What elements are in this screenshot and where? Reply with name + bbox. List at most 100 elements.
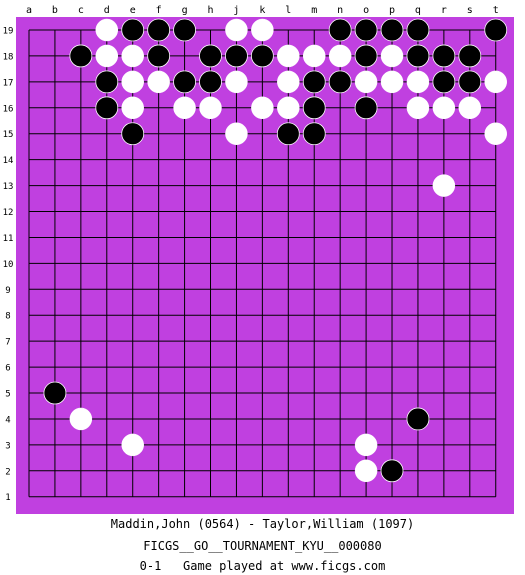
white-stone <box>121 44 144 68</box>
row-label: 8 <box>5 312 10 322</box>
black-stone <box>147 44 171 68</box>
black-stone <box>173 18 196 42</box>
white-stone <box>432 96 456 120</box>
result-caption: 0-1 Game played at www.ficgs.com <box>139 559 386 573</box>
black-stone <box>43 381 67 405</box>
white-stone <box>354 70 378 94</box>
column-label: f <box>156 5 162 16</box>
column-label: t <box>493 5 499 16</box>
black-stone <box>406 407 430 431</box>
white-stone <box>302 44 326 68</box>
white-stone <box>432 174 456 197</box>
white-stone <box>225 70 248 94</box>
players-caption: Maddin,John (0564) - Taylor,William (109… <box>110 517 415 531</box>
black-stone <box>199 44 222 68</box>
black-stone <box>302 70 326 94</box>
white-stone <box>406 96 430 120</box>
column-label: a <box>26 5 32 16</box>
row-label: 13 <box>3 182 14 192</box>
row-label: 10 <box>3 260 14 270</box>
column-label: l <box>285 5 291 16</box>
column-label: d <box>104 5 110 16</box>
column-label: r <box>441 5 447 16</box>
white-stone <box>406 70 430 94</box>
white-stone <box>354 433 378 457</box>
row-label: 18 <box>3 52 14 62</box>
white-stone <box>354 459 378 483</box>
white-stone <box>277 96 300 120</box>
black-stone <box>225 44 248 68</box>
column-label: j <box>233 5 239 16</box>
black-stone <box>432 70 456 94</box>
white-stone <box>458 96 482 120</box>
column-label: g <box>182 5 188 16</box>
column-label: h <box>207 5 213 16</box>
black-stone <box>432 44 456 68</box>
white-stone <box>121 70 144 94</box>
column-label: n <box>337 5 343 16</box>
black-stone <box>276 122 300 146</box>
row-label: 12 <box>3 208 14 218</box>
column-label: s <box>467 5 473 16</box>
top-margin <box>0 0 525 17</box>
row-label: 3 <box>5 441 10 451</box>
white-stone <box>328 44 352 68</box>
white-stone <box>95 44 119 68</box>
column-label: o <box>363 5 369 16</box>
black-stone <box>328 70 352 94</box>
white-stone <box>251 96 274 120</box>
row-label: 7 <box>5 338 10 348</box>
row-label: 15 <box>3 130 14 140</box>
column-label: m <box>311 5 317 16</box>
white-stone <box>380 70 404 94</box>
column-label: e <box>130 5 136 16</box>
column-label: b <box>52 5 58 16</box>
black-stone <box>458 70 482 94</box>
black-stone <box>484 18 508 42</box>
row-label: 2 <box>5 467 10 477</box>
white-stone <box>199 96 222 120</box>
white-stone <box>225 122 248 145</box>
column-label: c <box>78 5 84 16</box>
black-stone <box>458 44 482 68</box>
row-label: 14 <box>3 156 14 166</box>
white-stone <box>484 70 507 94</box>
black-stone <box>354 96 378 120</box>
black-stone <box>380 18 404 42</box>
white-stone <box>225 18 248 42</box>
column-label: q <box>415 5 421 16</box>
row-label: 4 <box>5 415 10 425</box>
row-label: 19 <box>3 27 14 37</box>
tournament-caption: FICGS__GO__TOURNAMENT_KYU__000080 <box>143 539 382 553</box>
row-label: 17 <box>3 78 14 88</box>
white-stone <box>121 96 144 120</box>
black-stone <box>302 122 326 146</box>
black-stone <box>95 70 119 94</box>
black-stone <box>95 96 119 120</box>
black-stone <box>147 18 171 42</box>
black-stone <box>250 44 274 68</box>
row-label: 5 <box>5 390 10 400</box>
black-stone <box>380 459 404 483</box>
row-label: 16 <box>3 104 14 114</box>
white-stone <box>173 96 196 120</box>
row-label: 1 <box>5 493 10 503</box>
black-stone <box>199 70 222 94</box>
white-stone <box>484 122 507 145</box>
white-stone <box>251 18 274 42</box>
black-stone <box>173 70 196 94</box>
white-stone <box>380 44 404 68</box>
white-stone <box>277 70 300 94</box>
row-label: 11 <box>3 234 14 244</box>
row-label: 9 <box>5 286 10 296</box>
white-stone <box>69 407 93 431</box>
white-stone <box>95 18 119 42</box>
row-label: 6 <box>5 364 10 374</box>
black-stone <box>406 18 430 42</box>
black-stone <box>302 96 326 120</box>
black-stone <box>354 18 378 42</box>
white-stone <box>147 70 170 94</box>
black-stone <box>328 18 352 42</box>
